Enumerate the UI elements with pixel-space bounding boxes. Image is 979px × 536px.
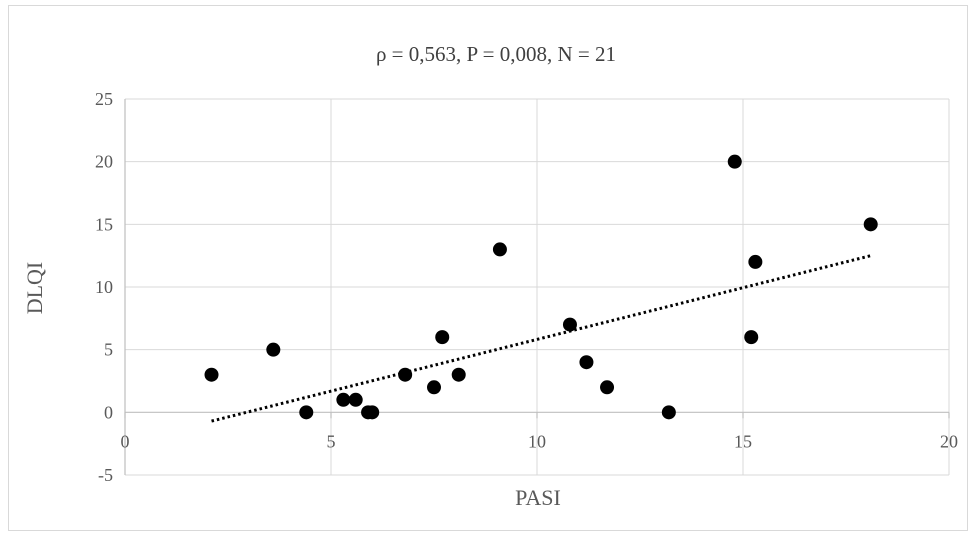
x-axis-label: PASI bbox=[515, 485, 561, 510]
data-point bbox=[562, 317, 577, 332]
y-tick-label: -5 bbox=[98, 465, 113, 485]
data-point bbox=[299, 405, 314, 420]
data-point bbox=[744, 330, 759, 345]
data-point bbox=[204, 367, 219, 382]
data-point bbox=[336, 392, 351, 407]
x-tick-label: 15 bbox=[734, 431, 752, 451]
data-point bbox=[435, 330, 450, 345]
data-point bbox=[661, 405, 676, 420]
data-point bbox=[863, 217, 878, 232]
axes bbox=[124, 99, 950, 475]
y-tick-label: 10 bbox=[95, 277, 113, 297]
y-tick-label: 5 bbox=[104, 340, 113, 360]
chart-title: ρ = 0,563, P = 0,008, N = 21 bbox=[376, 42, 616, 66]
y-tick-label: 15 bbox=[95, 214, 113, 234]
data-point bbox=[727, 154, 742, 169]
y-tick-label: 0 bbox=[104, 402, 113, 422]
data-point bbox=[579, 355, 594, 370]
chart-frame bbox=[8, 5, 968, 531]
x-tick-label: 0 bbox=[121, 431, 130, 451]
data-point bbox=[600, 380, 615, 395]
y-axis-label: DLQI bbox=[22, 262, 47, 315]
gridlines bbox=[125, 98, 950, 476]
trendline-group bbox=[211, 254, 872, 423]
x-tick-labels: 0 5 10 15 20 bbox=[121, 431, 959, 451]
x-tick-label: 10 bbox=[528, 431, 546, 451]
data-point bbox=[492, 242, 507, 257]
x-tick-label: 20 bbox=[940, 431, 958, 451]
data-point bbox=[398, 367, 413, 382]
data-point bbox=[451, 367, 466, 382]
y-tick-label: 20 bbox=[95, 152, 113, 172]
y-tick-label: 25 bbox=[95, 89, 113, 109]
x-tick-label: 5 bbox=[327, 431, 336, 451]
data-point bbox=[365, 405, 380, 420]
trendline bbox=[211, 254, 872, 423]
data-point bbox=[266, 342, 281, 357]
data-point bbox=[348, 392, 363, 407]
data-point bbox=[748, 254, 763, 269]
data-points bbox=[204, 154, 878, 420]
data-point bbox=[427, 380, 441, 395]
y-tick-labels: 25 20 15 10 5 0 -5 bbox=[95, 89, 113, 485]
